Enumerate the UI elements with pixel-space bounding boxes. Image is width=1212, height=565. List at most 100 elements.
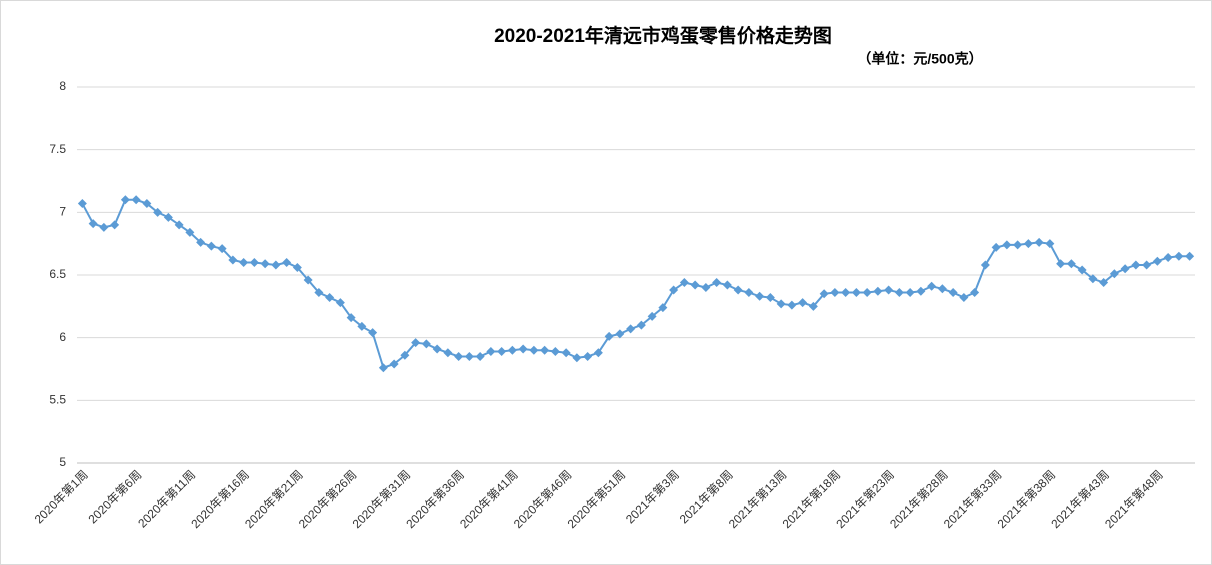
data-point xyxy=(1023,239,1033,249)
y-tick-label: 8 xyxy=(59,79,66,93)
data-point xyxy=(765,293,775,303)
data-point xyxy=(819,289,829,299)
data-point xyxy=(1131,260,1141,270)
y-tick-label: 6.5 xyxy=(49,267,66,281)
data-point xyxy=(142,199,152,209)
data-point xyxy=(604,331,614,341)
data-point xyxy=(1034,237,1044,247)
data-point xyxy=(1109,269,1119,279)
data-point xyxy=(292,262,302,272)
data-point xyxy=(88,219,98,229)
data-point xyxy=(808,301,818,311)
data-point xyxy=(626,324,636,334)
data-point xyxy=(432,344,442,354)
data-point xyxy=(722,280,732,290)
data-point xyxy=(174,220,184,230)
data-point xyxy=(540,345,550,355)
y-tick-label: 5.5 xyxy=(49,393,66,407)
data-point xyxy=(1077,265,1087,275)
data-point xyxy=(1088,274,1098,284)
data-point xyxy=(862,288,872,298)
data-point xyxy=(120,195,130,205)
data-point xyxy=(529,345,539,355)
data-point xyxy=(980,260,990,270)
data-point xyxy=(1002,240,1012,250)
data-point xyxy=(400,350,410,360)
data-point xyxy=(679,278,689,288)
data-point xyxy=(916,286,926,296)
data-point xyxy=(357,321,367,331)
data-point xyxy=(1120,264,1130,274)
data-point xyxy=(991,242,1001,252)
data-point xyxy=(669,285,679,295)
y-tick-label: 7 xyxy=(59,205,66,219)
y-tick-label: 6 xyxy=(59,330,66,344)
data-point xyxy=(206,241,216,251)
data-point xyxy=(744,288,754,298)
data-point xyxy=(690,280,700,290)
data-point xyxy=(1174,251,1184,261)
data-point xyxy=(647,311,657,321)
data-point xyxy=(314,288,324,298)
data-point xyxy=(851,288,861,298)
data-point xyxy=(927,281,937,291)
data-point xyxy=(755,291,765,301)
data-point xyxy=(303,275,313,285)
data-point xyxy=(1099,278,1109,288)
data-point xyxy=(282,257,292,267)
data-point xyxy=(776,299,786,309)
data-point xyxy=(948,288,958,298)
data-point xyxy=(497,346,507,356)
y-tick-label: 7.5 xyxy=(49,142,66,156)
data-point xyxy=(486,346,496,356)
data-point xyxy=(615,329,625,339)
data-point xyxy=(658,303,668,313)
data-point xyxy=(1056,259,1066,269)
data-point xyxy=(228,255,238,265)
data-point xyxy=(593,348,603,358)
data-point xyxy=(905,288,915,298)
data-point xyxy=(346,313,356,323)
data-point xyxy=(421,339,431,349)
data-point xyxy=(325,293,335,303)
data-point xyxy=(131,195,141,205)
data-point xyxy=(271,260,281,270)
data-point xyxy=(959,293,969,303)
data-point xyxy=(217,244,227,254)
data-point xyxy=(550,346,560,356)
data-point xyxy=(830,288,840,298)
data-point xyxy=(572,353,582,363)
data-point xyxy=(368,328,378,338)
data-point xyxy=(110,220,120,230)
data-point xyxy=(378,363,388,373)
data-point xyxy=(1142,260,1152,270)
data-point xyxy=(798,298,808,308)
chart-subtitle: （单位：元/500克） xyxy=(857,51,982,67)
data-point xyxy=(970,288,980,298)
data-point xyxy=(733,285,743,295)
data-point xyxy=(873,286,883,296)
data-point xyxy=(636,320,646,330)
data-point xyxy=(335,298,345,308)
data-point xyxy=(464,351,474,361)
data-point xyxy=(454,351,464,361)
data-point xyxy=(884,285,894,295)
data-point xyxy=(507,345,517,355)
data-point xyxy=(518,344,528,354)
data-point xyxy=(1163,252,1173,262)
data-point xyxy=(196,237,206,247)
data-point xyxy=(1185,251,1195,261)
data-point xyxy=(787,300,797,310)
data-point xyxy=(389,359,399,369)
data-point xyxy=(260,259,270,269)
data-point xyxy=(249,257,259,267)
data-point xyxy=(701,283,711,293)
data-point xyxy=(411,338,421,348)
data-point xyxy=(99,222,109,232)
data-point xyxy=(583,351,593,361)
data-point xyxy=(239,257,249,267)
data-point xyxy=(77,199,87,209)
chart-title: 2020-2021年清远市鸡蛋零售价格走势图 xyxy=(494,24,832,47)
